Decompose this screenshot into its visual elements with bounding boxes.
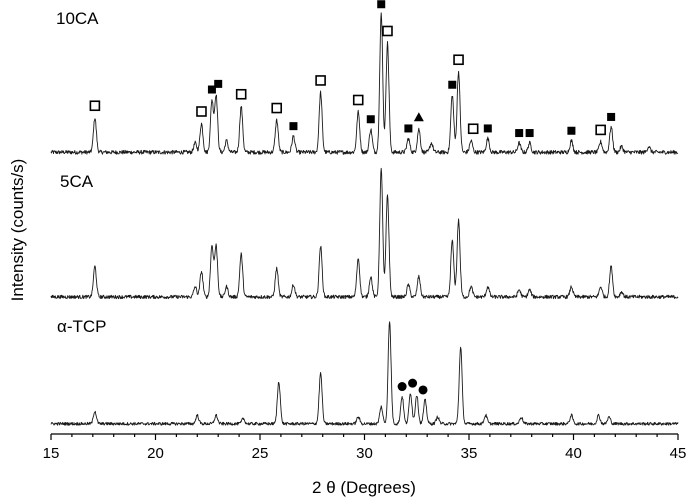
filled-square-marker-8 [515,129,524,138]
labels-group: 10CA 5CA α-TCP 2 θ (Degrees) Intensity (… [8,9,416,497]
open-square-marker-7 [453,54,464,66]
filled-square-marker-0 [207,85,216,94]
x-tick-label-45: 45 [670,445,687,462]
trace--tcp [50,321,679,426]
x-tick-label-35: 35 [461,445,478,462]
open-square-marker-3 [271,102,283,114]
filled-circle-marker-1 [408,378,418,388]
open-square-marker-0 [89,100,101,112]
filled-square-marker-5 [404,124,413,133]
x-tick-label-25: 25 [252,445,269,462]
filled-square-marker-2 [289,122,298,131]
panel-label-alpha-tcp: α-TCP [57,317,107,336]
filled-square-marker-4 [377,0,386,9]
panel-label-5ca: 5CA [60,172,94,191]
open-square-marker-4 [315,75,326,86]
trace-10ca [50,12,679,155]
traces-group [50,12,679,426]
trace-5ca [50,167,679,300]
filled-square-marker-11 [607,112,616,121]
open-square-marker-1 [196,106,207,117]
x-axis-label: 2 θ (Degrees) [312,478,416,497]
filled-square-marker-6 [448,80,457,89]
ticks-group: 15 20 25 30 35 40 45 [43,434,687,462]
open-square-marker-9 [595,124,606,136]
filled-triangle-marker-0 [413,112,424,122]
panel-label-10ca: 10CA [56,9,99,28]
open-square-marker-2 [235,88,247,100]
x-tick-label-40: 40 [565,445,582,462]
open-square-marker-6 [382,25,393,37]
x-tick-label-20: 20 [147,445,164,462]
filled-square-marker-10 [567,126,576,135]
filled-square-marker-3 [366,115,375,124]
markers-group [89,0,616,395]
y-axis-label: Intensity (counts/s) [8,159,27,302]
x-tick-label-30: 30 [356,445,373,462]
filled-square-marker-9 [525,129,534,138]
filled-circle-marker-0 [397,382,407,392]
filled-square-marker-1 [214,79,223,88]
filled-square-marker-7 [483,124,492,133]
x-tick-label-15: 15 [43,445,60,462]
open-square-marker-5 [352,94,364,106]
filled-circle-marker-2 [418,385,428,395]
open-square-marker-8 [467,123,479,135]
